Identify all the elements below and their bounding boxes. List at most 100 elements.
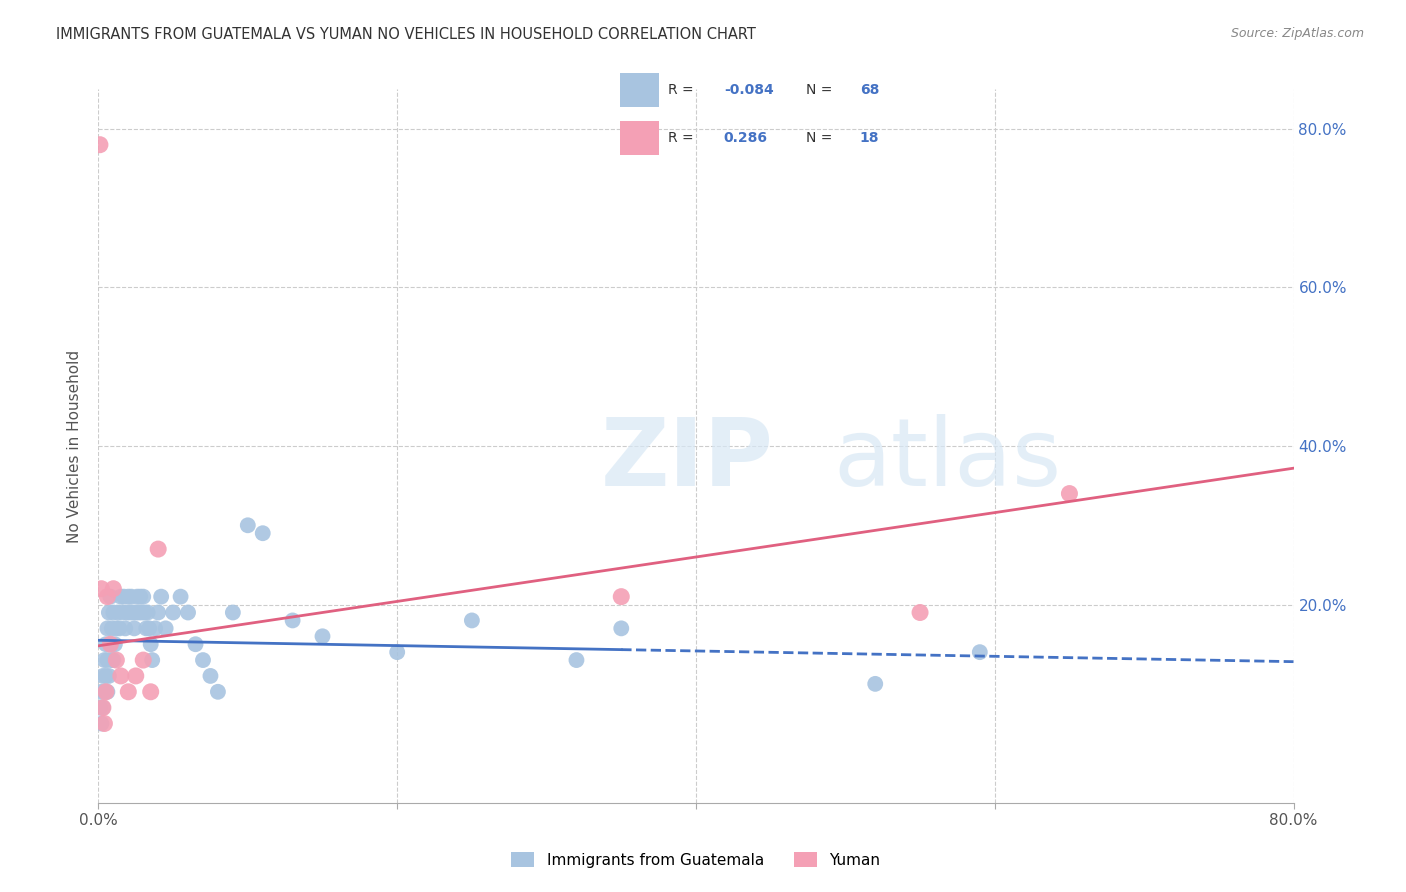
Point bbox=[120, 590, 142, 604]
Point bbox=[93, 716, 115, 731]
Point bbox=[610, 590, 633, 604]
Point bbox=[90, 716, 112, 731]
Text: 68: 68 bbox=[859, 83, 879, 97]
Text: N =: N = bbox=[807, 131, 837, 145]
Point bbox=[252, 526, 274, 541]
Point bbox=[105, 621, 128, 635]
Point bbox=[148, 606, 170, 620]
Point bbox=[184, 637, 207, 651]
Text: IMMIGRANTS FROM GUATEMALA VS YUMAN NO VEHICLES IN HOUSEHOLD CORRELATION CHART: IMMIGRANTS FROM GUATEMALA VS YUMAN NO VE… bbox=[56, 27, 756, 42]
Point bbox=[117, 685, 139, 699]
Text: 0.286: 0.286 bbox=[724, 131, 768, 145]
Point bbox=[155, 621, 177, 635]
Point bbox=[103, 653, 125, 667]
Point bbox=[110, 669, 132, 683]
Point bbox=[101, 653, 124, 667]
Point bbox=[91, 700, 114, 714]
Point bbox=[111, 606, 134, 620]
Legend: Immigrants from Guatemala, Yuman: Immigrants from Guatemala, Yuman bbox=[505, 846, 887, 873]
Point bbox=[89, 700, 111, 714]
Y-axis label: No Vehicles in Household: No Vehicles in Household bbox=[67, 350, 83, 542]
Point bbox=[162, 606, 184, 620]
Point bbox=[100, 637, 122, 651]
Point bbox=[128, 606, 150, 620]
FancyBboxPatch shape bbox=[620, 121, 659, 155]
Point bbox=[96, 590, 118, 604]
Point bbox=[91, 700, 114, 714]
Point bbox=[191, 653, 214, 667]
Point bbox=[200, 669, 222, 683]
Point bbox=[139, 637, 162, 651]
Point bbox=[93, 685, 115, 699]
Point bbox=[908, 606, 931, 620]
Point bbox=[169, 590, 191, 604]
Point bbox=[114, 621, 136, 635]
Point bbox=[117, 590, 139, 604]
Text: ZIP: ZIP bbox=[600, 414, 773, 507]
Point bbox=[139, 685, 162, 699]
Point bbox=[101, 621, 124, 635]
Point bbox=[236, 518, 259, 533]
Point bbox=[136, 606, 159, 620]
Point bbox=[135, 621, 157, 635]
Text: Source: ZipAtlas.com: Source: ZipAtlas.com bbox=[1230, 27, 1364, 40]
Point bbox=[461, 614, 484, 628]
Point bbox=[127, 590, 149, 604]
Point bbox=[121, 606, 143, 620]
Point bbox=[100, 637, 122, 651]
Point bbox=[138, 621, 160, 635]
Point bbox=[150, 590, 173, 604]
Point bbox=[100, 590, 122, 604]
Point bbox=[89, 137, 111, 152]
Text: -0.084: -0.084 bbox=[724, 83, 773, 97]
Point bbox=[96, 653, 118, 667]
Text: N =: N = bbox=[807, 83, 837, 97]
Point bbox=[385, 645, 409, 659]
Point bbox=[94, 669, 117, 683]
Point bbox=[108, 621, 131, 635]
Point bbox=[97, 606, 120, 620]
Point bbox=[124, 621, 146, 635]
Point bbox=[311, 629, 333, 643]
Point bbox=[125, 606, 148, 620]
Point bbox=[281, 614, 304, 628]
Point bbox=[143, 621, 166, 635]
Point bbox=[94, 637, 117, 651]
Point bbox=[110, 590, 132, 604]
Point bbox=[148, 542, 170, 557]
Point bbox=[565, 653, 588, 667]
Text: 18: 18 bbox=[859, 131, 879, 145]
Point bbox=[131, 606, 153, 620]
Point bbox=[94, 685, 117, 699]
Point bbox=[132, 653, 155, 667]
Point bbox=[865, 677, 887, 691]
Text: R =: R = bbox=[668, 131, 702, 145]
Point bbox=[969, 645, 991, 659]
Point bbox=[107, 606, 129, 620]
Point bbox=[1059, 486, 1081, 500]
Point bbox=[105, 653, 128, 667]
Point bbox=[91, 669, 114, 683]
Point bbox=[96, 685, 118, 699]
Point bbox=[118, 606, 141, 620]
Point bbox=[222, 606, 245, 620]
Point bbox=[104, 637, 127, 651]
Point bbox=[96, 621, 118, 635]
Point bbox=[177, 606, 200, 620]
Point bbox=[129, 590, 152, 604]
Point bbox=[103, 582, 125, 596]
Point bbox=[93, 653, 115, 667]
Point bbox=[90, 685, 112, 699]
Point bbox=[141, 653, 163, 667]
Point bbox=[207, 685, 229, 699]
Point bbox=[115, 606, 138, 620]
Point bbox=[97, 669, 120, 683]
Text: R =: R = bbox=[668, 83, 697, 97]
Point bbox=[132, 590, 155, 604]
Point bbox=[125, 669, 148, 683]
Point bbox=[103, 606, 125, 620]
Point bbox=[610, 621, 633, 635]
Text: atlas: atlas bbox=[834, 414, 1062, 507]
Point bbox=[90, 582, 112, 596]
Point bbox=[112, 590, 135, 604]
